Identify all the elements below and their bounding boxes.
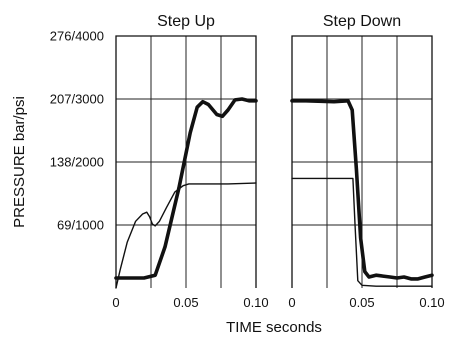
x-tick-label: 0.10 xyxy=(243,295,268,310)
panel-frame xyxy=(115,35,257,288)
y-tick-label: 138/2000 xyxy=(50,155,104,170)
y-tick-label: 207/3000 xyxy=(50,92,104,107)
y-tick-label: 276/4000 xyxy=(50,29,104,44)
x-tick-label: 0.05 xyxy=(173,295,198,310)
y-tick-label: 69/1000 xyxy=(57,218,104,233)
x-axis-label: TIME seconds xyxy=(226,319,322,336)
series-line-1-1 xyxy=(114,97,258,280)
x-tick-label: 0 xyxy=(112,295,119,310)
x-tick-label: 0.05 xyxy=(349,295,374,310)
y-axis-label: PRESSURE bar/psi xyxy=(11,96,28,228)
panel-title-2: Step Down xyxy=(323,13,401,30)
panel-frame xyxy=(291,35,433,288)
panel-title-1: Step Up xyxy=(157,13,215,30)
x-tick-label: 0.10 xyxy=(419,295,444,310)
series-line-2-2 xyxy=(291,177,433,287)
x-tick-label: 0 xyxy=(288,295,295,310)
series-line-2-1 xyxy=(290,99,434,281)
series-line-1-2 xyxy=(115,182,257,289)
